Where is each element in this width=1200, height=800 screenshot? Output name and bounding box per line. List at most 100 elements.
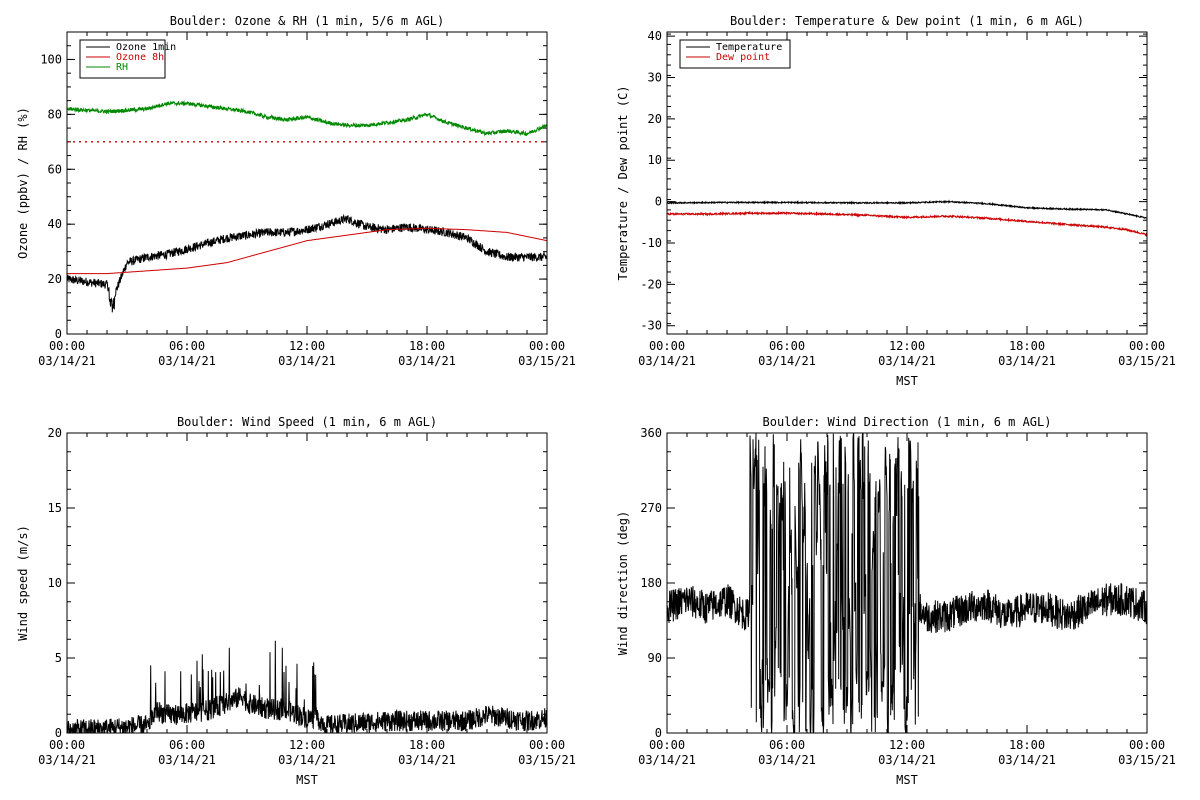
x-tick-label-date: 03/14/21 (38, 354, 96, 368)
y-tick-label: 0 (655, 726, 662, 740)
x-tick-label-time: 00:00 (529, 339, 565, 353)
chart-title: Boulder: Temperature & Dew point (1 min,… (730, 14, 1084, 28)
x-tick-label-date: 03/15/21 (518, 753, 576, 767)
series-line-dew-point (667, 210, 1147, 238)
y-tick-label: 20 (648, 112, 662, 126)
series-line-data (67, 640, 547, 733)
chart-panel-0: Boulder: Ozone & RH (1 min, 5/6 m AGL) Oz… (16, 14, 576, 368)
legend-label: Temperature (716, 42, 782, 53)
x-tick-label-date: 03/14/21 (398, 354, 456, 368)
y-tick-label: 90 (648, 651, 662, 665)
x-tick-label-time: 12:00 (289, 738, 325, 752)
legend-label: Ozone 8h (116, 52, 164, 63)
x-tick-label-time: 18:00 (1009, 738, 1045, 752)
x-tick-label-time: 18:00 (409, 738, 445, 752)
y-tick-label: 30 (648, 71, 662, 85)
chart-title: Boulder: Wind Direction (1 min, 6 m AGL) (763, 415, 1052, 429)
x-tick-label-date: 03/14/21 (398, 753, 456, 767)
x-tick-label-time: 00:00 (649, 738, 685, 752)
x-tick-label-time: 18:00 (1009, 339, 1045, 353)
x-tick-label-time: 00:00 (1129, 738, 1165, 752)
plot-area (67, 100, 547, 313)
x-tick-label-date: 03/14/21 (278, 753, 336, 767)
x-tick-label-date: 03/15/21 (518, 354, 576, 368)
chart-title: Boulder: Wind Speed (1 min, 6 m AGL) (177, 415, 437, 429)
x-tick-label-date: 03/14/21 (158, 753, 216, 767)
chart-title: Boulder: Ozone & RH (1 min, 5/6 m AGL) (170, 14, 445, 28)
x-tick-label-time: 00:00 (649, 339, 685, 353)
x-tick-label-date: 03/14/21 (758, 753, 816, 767)
x-tick-label-date: 03/14/21 (278, 354, 336, 368)
x-tick-label-time: 06:00 (169, 339, 205, 353)
y-tick-label: 0 (655, 195, 662, 209)
plot-frame (66, 432, 548, 734)
y-tick-label: -30 (640, 319, 662, 333)
legend-label: RH (116, 62, 128, 73)
x-tick-label-date: 03/14/21 (878, 753, 936, 767)
series-line-temperature (667, 199, 1147, 219)
chart-panel-3: Boulder: Wind Direction (1 min, 6 m AGL)… (616, 415, 1176, 787)
plot-area (667, 199, 1147, 238)
plot-frame (666, 31, 1148, 335)
x-tick-label-date: 03/14/21 (758, 354, 816, 368)
x-tick-label-date: 03/14/21 (38, 753, 96, 767)
x-tick-label-date: 03/15/21 (1118, 354, 1176, 368)
y-tick-label: -20 (640, 277, 662, 291)
y-tick-label: 5 (55, 651, 62, 665)
x-tick-label-time: 12:00 (289, 339, 325, 353)
y-tick-label: -10 (640, 236, 662, 250)
y-tick-label: 270 (640, 501, 662, 515)
x-tick-label-time: 00:00 (49, 339, 85, 353)
x-tick-label-time: 06:00 (169, 738, 205, 752)
y-tick-label: 60 (48, 162, 62, 176)
y-tick-label: 100 (40, 52, 62, 66)
plot-frame (66, 31, 548, 335)
y-tick-label: 0 (55, 327, 62, 341)
x-tick-label-date: 03/15/21 (1118, 753, 1176, 767)
x-axis-label: MST (896, 374, 918, 388)
y-tick-label: 15 (48, 501, 62, 515)
x-tick-label-date: 03/14/21 (638, 354, 696, 368)
series-line-ozone-8h (67, 227, 547, 275)
y-tick-label: 20 (48, 426, 62, 440)
y-tick-label: 360 (640, 426, 662, 440)
chart-panel-1: Boulder: Temperature & Dew point (1 min,… (616, 14, 1176, 388)
x-tick-label-time: 12:00 (889, 738, 925, 752)
x-tick-label-date: 03/14/21 (998, 354, 1056, 368)
x-tick-label-time: 12:00 (889, 339, 925, 353)
y-tick-label: 20 (48, 272, 62, 286)
x-tick-label-date: 03/14/21 (638, 753, 696, 767)
x-tick-label-time: 00:00 (1129, 339, 1165, 353)
x-tick-label-date: 03/14/21 (158, 354, 216, 368)
y-axis-label: Temperature / Dew point (C) (616, 85, 630, 280)
y-tick-label: 40 (648, 29, 662, 43)
x-tick-label-time: 00:00 (529, 738, 565, 752)
y-tick-label: 80 (48, 107, 62, 121)
y-tick-label: 10 (48, 576, 62, 590)
x-axis-label: MST (896, 773, 918, 787)
legend-box (679, 39, 791, 69)
plot-area (667, 433, 1147, 733)
x-tick-label-date: 03/14/21 (878, 354, 936, 368)
series-line-data (667, 433, 1147, 733)
legend-label: Dew point (716, 52, 770, 63)
x-tick-label-date: 03/14/21 (998, 753, 1056, 767)
legend-box (79, 39, 166, 79)
y-tick-label: 180 (640, 576, 662, 590)
series-line-ozone-1min (67, 213, 547, 313)
chart-panel-2: Boulder: Wind Speed (1 min, 6 m AGL) Wind… (16, 415, 576, 787)
y-tick-label: 0 (55, 726, 62, 740)
x-tick-label-time: 18:00 (409, 339, 445, 353)
y-tick-label: 10 (648, 153, 662, 167)
series-line-rh (67, 100, 547, 137)
y-axis-label: Wind speed (m/s) (16, 525, 30, 641)
y-tick-label: 40 (48, 217, 62, 231)
plot-area (67, 640, 547, 733)
y-axis-label: Wind direction (deg) (616, 511, 630, 656)
x-axis-label: MST (296, 773, 318, 787)
plot-frame (666, 432, 1148, 734)
x-tick-label-time: 00:00 (49, 738, 85, 752)
x-tick-label-time: 06:00 (769, 339, 805, 353)
legend-label: Ozone 1min (116, 42, 176, 53)
